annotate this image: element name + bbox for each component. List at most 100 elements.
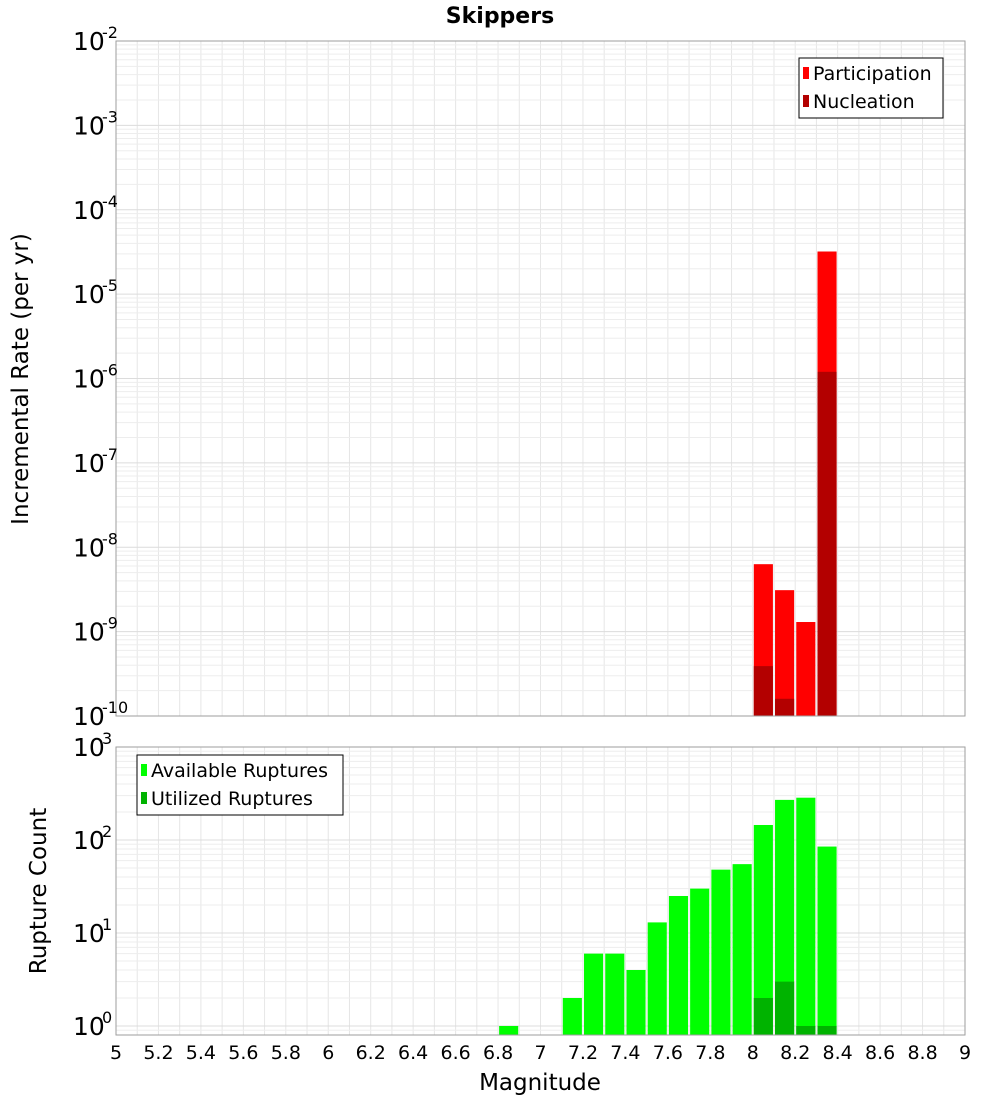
top-y-tick-exp: -2	[102, 23, 118, 42]
bottom-y-tick-exp: 2	[102, 822, 112, 841]
top-grid	[115, 40, 966, 717]
x-tick-label: 5.2	[143, 1042, 173, 1064]
bottom-bar	[584, 953, 604, 1035]
bottom-y-axis-label: Rupture Count	[26, 808, 52, 974]
top-bar	[796, 622, 816, 716]
top-y-tick-base: 10	[73, 27, 105, 56]
bottom-series-1	[753, 981, 837, 1035]
bottom-y-tick-exp: 3	[102, 729, 112, 748]
x-tick-label: 8.6	[865, 1042, 895, 1064]
x-tick-label: 7	[534, 1042, 546, 1064]
top-y-tick-exp: -3	[102, 107, 118, 126]
top-legend-box	[798, 57, 944, 119]
bottom-legend-box	[136, 754, 344, 816]
top-legend-swatch	[803, 95, 809, 107]
bottom-bar	[817, 1025, 837, 1035]
top-y-tick-base: 10	[73, 449, 105, 478]
x-tick-label: 7.8	[695, 1042, 725, 1064]
top-y-tick-exp: -7	[102, 445, 118, 464]
bottom-y-tick-exp: 0	[102, 1008, 112, 1027]
bottom-bar	[817, 846, 837, 1035]
top-y-tick-exp: -8	[102, 529, 118, 548]
top-y-tick-label: 10-5	[73, 276, 118, 309]
top-y-axis-label: Incremental Rate (per yr)	[8, 233, 34, 525]
bottom-bar	[499, 1025, 519, 1035]
bottom-y-tick-label: 100	[73, 1008, 112, 1041]
x-tick-label: 6.4	[398, 1042, 428, 1064]
top-plot-frame	[115, 40, 966, 717]
chart-title: Skippers	[446, 4, 554, 29]
bottom-bar	[605, 953, 625, 1035]
bottom-bar	[562, 997, 582, 1035]
x-tick-label: 7.6	[653, 1042, 683, 1064]
bottom-legend: Available Ruptures Utilized Ruptures	[136, 754, 344, 816]
top-y-tick-exp: -5	[102, 276, 118, 295]
top-y-tick-label: 10-3	[73, 107, 118, 140]
bottom-bar	[732, 864, 752, 1035]
x-tick-label: 6	[322, 1042, 334, 1064]
top-y-tick-label: 10-8	[73, 529, 118, 562]
bottom-legend-swatch	[141, 764, 147, 776]
x-tick-label: 5.4	[186, 1042, 216, 1064]
bottom-y-tick-label: 102	[73, 822, 112, 855]
x-tick-label: 8.4	[823, 1042, 853, 1064]
top-y-tick-base: 10	[73, 618, 105, 647]
top-y-tick-exp: -4	[102, 192, 118, 211]
bottom-bar	[796, 1025, 816, 1035]
top-legend-label: Participation	[813, 63, 932, 85]
bottom-bar	[647, 922, 667, 1035]
bottom-bar	[796, 797, 816, 1035]
x-tick-label: 7.2	[568, 1042, 598, 1064]
top-y-tick-exp: -10	[102, 698, 128, 717]
top-y-tick-exp: -9	[102, 614, 118, 633]
top-y-tick-base: 10	[73, 702, 105, 731]
x-tick-label: 7.4	[610, 1042, 640, 1064]
top-bar	[753, 666, 773, 716]
x-axis-label: Magnitude	[479, 1070, 601, 1096]
top-y-tick-label: 10-9	[73, 614, 118, 647]
top-y-tick-label: 10-10	[73, 698, 128, 731]
x-tick-label: 8.2	[780, 1042, 810, 1064]
bottom-y-tick-label: 101	[73, 915, 112, 948]
bottom-bar	[711, 869, 731, 1035]
top-legend-swatch	[803, 67, 809, 79]
top-legend: Participation Nucleation	[798, 57, 944, 119]
bottom-legend-label: Utilized Ruptures	[151, 788, 313, 810]
bottom-bar	[626, 969, 646, 1035]
x-tick-label: 6.6	[440, 1042, 470, 1064]
bottom-bar	[753, 997, 773, 1035]
top-bar	[775, 698, 795, 716]
top-bar	[817, 371, 837, 716]
x-tick-label: 9	[959, 1042, 971, 1064]
x-tick-label: 5.8	[271, 1042, 301, 1064]
x-tick-label: 5	[110, 1042, 122, 1064]
bottom-y-tick-base: 10	[73, 919, 105, 948]
x-tick-label: 8.8	[907, 1042, 937, 1064]
top-y-tick-label: 10-2	[73, 23, 118, 56]
bottom-bar	[775, 981, 795, 1035]
bottom-series-0	[499, 797, 837, 1035]
bottom-bar	[690, 888, 710, 1035]
bottom-bar	[668, 895, 689, 1035]
bottom-y-tick-exp: 1	[102, 915, 112, 934]
top-series-1	[753, 371, 837, 716]
bottom-y-tick-base: 10	[73, 826, 105, 855]
top-y-tick-base: 10	[73, 111, 105, 140]
bottom-legend-label: Available Ruptures	[151, 760, 328, 782]
bottom-y-tick-base: 10	[73, 1012, 105, 1041]
x-tick-label: 5.6	[228, 1042, 258, 1064]
bottom-y-tick-label: 103	[73, 729, 112, 762]
top-y-tick-base: 10	[73, 280, 105, 309]
top-y-tick-label: 10-6	[73, 361, 118, 394]
top-legend-label: Nucleation	[813, 91, 915, 113]
bottom-legend-swatch	[141, 792, 147, 804]
bottom-bar	[775, 799, 795, 1035]
top-y-tick-base: 10	[73, 533, 105, 562]
top-y-tick-base: 10	[73, 196, 105, 225]
top-y-tick-label: 10-7	[73, 445, 118, 478]
x-tick-label: 6.2	[356, 1042, 386, 1064]
top-y-tick-exp: -6	[102, 361, 118, 380]
top-panel: 10-1010-910-810-710-610-510-410-310-2Par…	[73, 23, 966, 731]
